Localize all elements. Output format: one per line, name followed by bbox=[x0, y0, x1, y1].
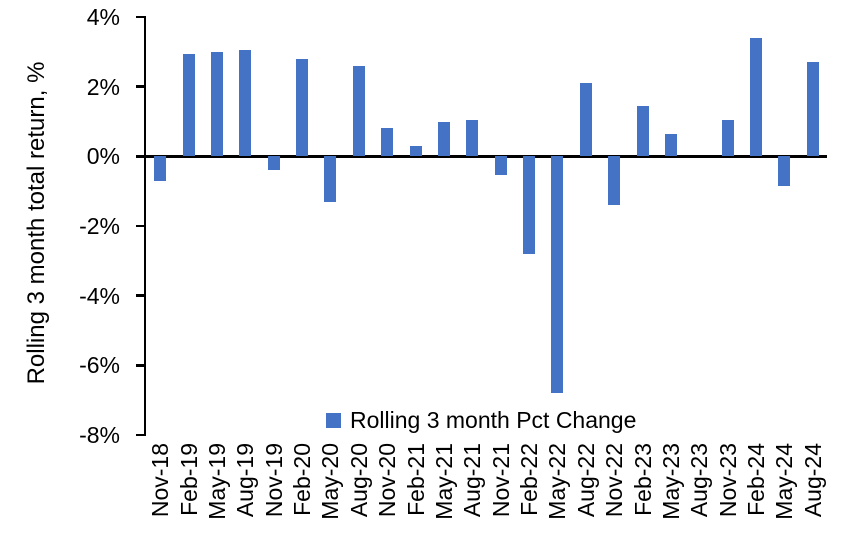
x-tick-label: Aug-22 bbox=[572, 443, 599, 518]
bar-Aug-20 bbox=[352, 65, 365, 157]
y-tick-mark bbox=[136, 294, 146, 297]
y-tick-mark bbox=[136, 15, 146, 19]
x-tick-label: Feb-21 bbox=[402, 443, 429, 516]
x-tick-label: Nov-19 bbox=[260, 443, 287, 518]
bar-Nov-22 bbox=[608, 156, 621, 206]
bar-Aug-22 bbox=[579, 83, 592, 157]
x-tick-label: Aug-19 bbox=[232, 443, 259, 518]
bar-Feb-19 bbox=[182, 53, 195, 157]
x-tick-label: Aug-21 bbox=[459, 443, 486, 518]
bar-May-20 bbox=[324, 156, 337, 202]
y-axis-line bbox=[143, 17, 147, 435]
x-tick-label: May-21 bbox=[430, 443, 457, 520]
x-tick-label: Aug-24 bbox=[799, 443, 826, 518]
x-tick-label: May-23 bbox=[657, 443, 684, 520]
bar-Aug-24 bbox=[806, 62, 819, 157]
y-tick-label: 0% bbox=[86, 143, 120, 170]
y-tick-label: 2% bbox=[86, 73, 120, 100]
x-tick-label: Feb-23 bbox=[629, 443, 656, 516]
x-tick-label: Feb-19 bbox=[175, 443, 202, 516]
legend-label: Rolling 3 month Pct Change bbox=[350, 407, 637, 433]
bar-Nov-18 bbox=[154, 156, 167, 181]
bar-Nov-23 bbox=[721, 119, 734, 157]
bar-May-23 bbox=[664, 133, 677, 157]
bar-May-21 bbox=[437, 121, 450, 157]
x-tick-label: Feb-22 bbox=[516, 443, 543, 516]
zero-baseline bbox=[136, 154, 827, 158]
y-tick-mark bbox=[136, 364, 146, 367]
y-tick-mark bbox=[136, 85, 146, 88]
x-tick-label: May-22 bbox=[544, 443, 571, 520]
bar-Aug-21 bbox=[466, 119, 479, 157]
x-tick-label: Feb-20 bbox=[289, 443, 316, 516]
bar-May-22 bbox=[551, 156, 564, 394]
bar-Feb-21 bbox=[409, 145, 422, 157]
x-tick-label: Nov-22 bbox=[601, 443, 628, 518]
y-tick-label: 4% bbox=[86, 4, 120, 30]
y-tick-label: -6% bbox=[79, 352, 120, 379]
bar-Feb-23 bbox=[636, 105, 649, 157]
x-tick-label: Nov-23 bbox=[714, 443, 741, 518]
y-tick-label: -2% bbox=[79, 213, 120, 239]
y-tick-label: -8% bbox=[79, 422, 120, 448]
bar-Nov-21 bbox=[494, 156, 507, 176]
bar-Nov-20 bbox=[381, 128, 394, 157]
x-tick-label: May-24 bbox=[771, 443, 798, 520]
bar-Feb-20 bbox=[296, 58, 309, 157]
bar-May-19 bbox=[210, 51, 223, 157]
x-tick-label: Nov-21 bbox=[487, 443, 514, 518]
legend: Rolling 3 month Pct Change bbox=[326, 407, 636, 434]
bar-Feb-22 bbox=[523, 156, 536, 254]
y-tick-mark bbox=[136, 433, 146, 437]
bar-Nov-19 bbox=[267, 156, 280, 171]
x-tick-label: May-19 bbox=[203, 443, 230, 520]
x-tick-label: Aug-23 bbox=[686, 443, 713, 518]
bar-Aug-19 bbox=[239, 50, 252, 157]
x-tick-label: May-20 bbox=[317, 443, 344, 520]
legend-swatch-icon bbox=[326, 413, 341, 428]
bar-Feb-24 bbox=[750, 37, 763, 157]
bar-May-24 bbox=[778, 156, 791, 186]
x-tick-label: Aug-20 bbox=[345, 443, 372, 518]
x-tick-label: Nov-18 bbox=[147, 443, 174, 518]
x-tick-label: Nov-20 bbox=[374, 443, 401, 518]
y-tick-mark bbox=[136, 224, 146, 228]
y-tick-label: -4% bbox=[79, 282, 120, 309]
x-tick-label: Feb-24 bbox=[743, 443, 770, 516]
